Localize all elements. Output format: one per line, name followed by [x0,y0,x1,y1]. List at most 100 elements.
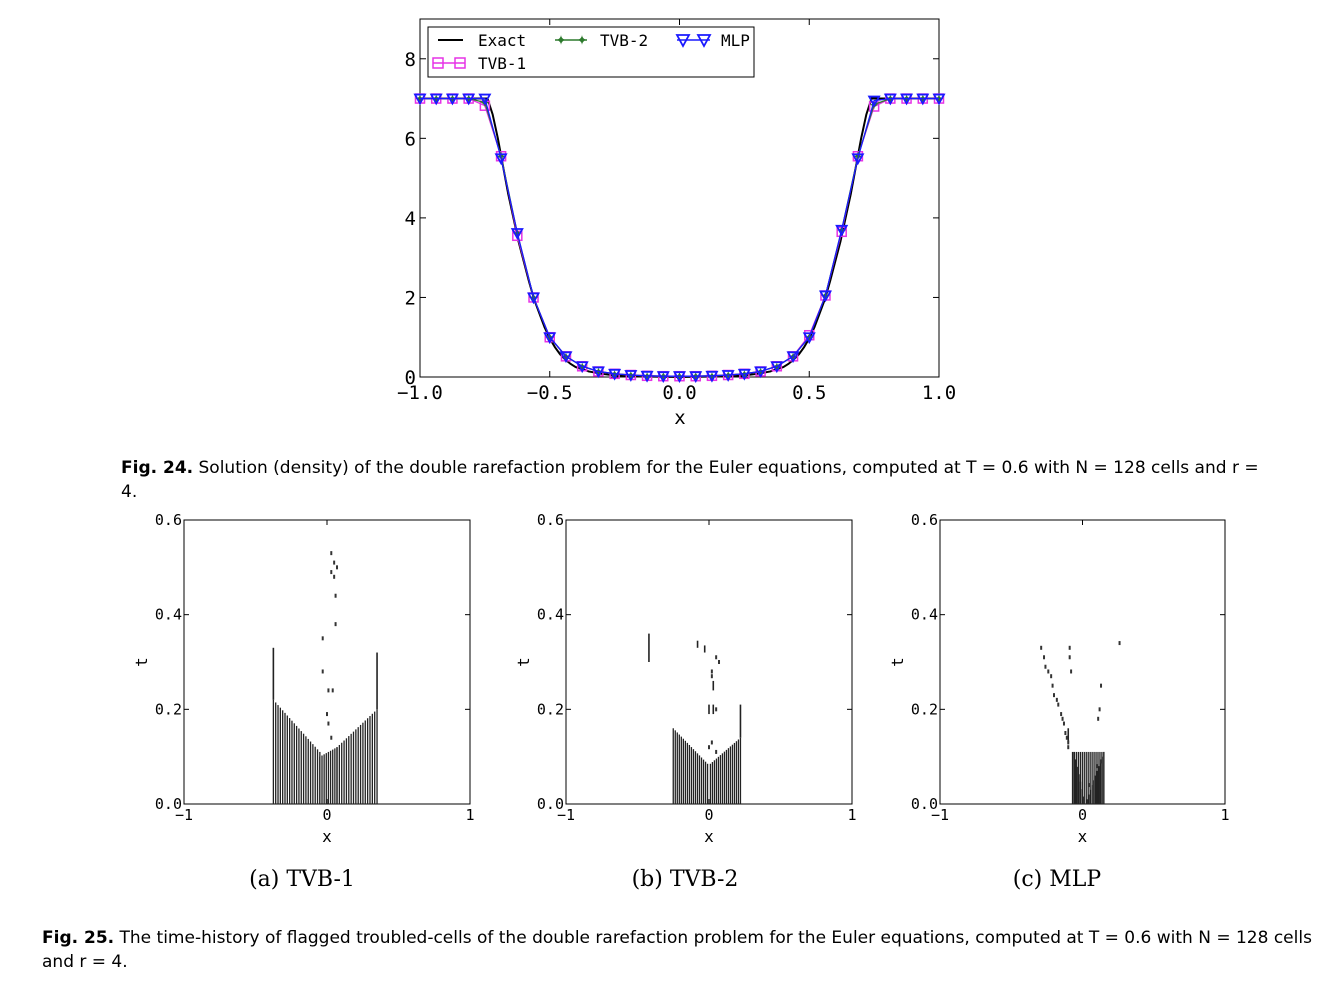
data-point-tvb2: ✦ [609,368,620,383]
data-point-tvb1 [479,100,491,111]
y-tick-label: 2 [405,287,416,309]
troubled-cell-point [334,593,337,598]
legend: Exact ✦ ✦ TVB-2 MLP TVB-1 [427,26,755,78]
troubled-cell-point [1060,712,1063,717]
data-point-mlp [689,371,703,384]
data-point-tvb2: ✦ [788,350,799,365]
data-point-tvb2: ✦ [577,360,588,375]
figure-25b-plot: −1 0 1 0.0 0.2 0.4 0.6 x t [514,511,857,846]
legend-exact: Exact [478,31,526,50]
data-point-tvb2: ✦ [642,370,653,385]
data-point-tvb2: ✦ [901,93,912,108]
troubled-cell-point [1047,669,1050,674]
data-point-mlp [802,332,816,345]
y-tick-label: 0.0 [911,795,938,813]
troubled-cell-point [710,740,713,745]
data-point-mlp [656,371,670,384]
troubled-cell-point [333,560,336,565]
troubled-cell-point [331,688,334,693]
data-point-tvb2: ✦ [885,93,896,108]
y-tick-label: 4 [405,208,416,230]
x-tick-label: 0.5 [792,382,826,404]
figure-25-caption: Fig. 25. The time-history of flagged tro… [42,926,1322,974]
troubled-cell-point [330,570,333,575]
data-point-mlp [867,95,881,108]
x-tick-label: 1.0 [922,382,956,404]
data-point-mlp [494,153,508,166]
y-tick-label: 0.2 [537,700,564,718]
troubled-cell-point [330,551,333,556]
data-point-mlp [559,351,573,364]
series-line-exact [420,97,939,379]
data-point-mlp [705,370,719,383]
data-point-mlp [413,93,427,106]
figure-25c-plot: −1 0 1 0.0 0.2 0.4 0.6 x t [888,511,1230,846]
y-tick-label: 0.6 [155,511,182,529]
data-point-tvb2: ✦ [690,370,701,385]
x-axis-label: x [322,827,332,846]
x-tick-label: 1 [847,806,856,824]
y-axis-label: t [514,657,533,667]
data-point-mlp [478,93,492,106]
y-tick-label: 6 [405,128,416,150]
data-point-tvb2: ✦ [625,369,636,384]
troubled-cell-point [1098,707,1101,712]
y-axis-label: t [888,657,907,667]
data-point-tvb2: ✦ [544,331,555,346]
troubled-cell-point [1100,683,1103,688]
y-tick-label: 0.6 [537,511,564,529]
x-tick-label: 0 [704,806,713,824]
data-point-mlp [640,370,654,383]
troubled-cell-point [334,622,337,627]
plot-frame [183,519,471,805]
troubled-cell-point [327,688,330,693]
y-axis-label: t [132,657,151,667]
troubled-cell-point [1067,745,1070,750]
data-point-tvb2: ✦ [561,350,572,365]
troubled-cell-point [708,745,710,750]
data-point-tvb2: ✦ [658,370,669,385]
data-point-tvb2: ✦ [415,93,426,108]
y-tick-label: 0.4 [155,606,182,624]
x-tick-label: −1 [557,806,575,824]
data-point-tvb2: ✦ [674,370,685,385]
troubled-cell-point [1050,674,1053,679]
series-line-mlp [420,97,939,377]
troubled-cell-point [326,712,328,717]
x-tick-label: −0.5 [527,382,573,404]
data-point-tvb2: ✦ [447,93,458,108]
x-axis-label: x [1078,827,1088,846]
troubled-cell-point [1070,669,1073,674]
data-point-mlp [608,368,622,381]
troubled-cell-point [1040,645,1043,650]
data-point-tvb2: ✦ [706,370,717,385]
data-point-mlp [721,370,735,382]
troubled-cell-point [1061,716,1064,721]
y-tick-label: 0.4 [537,606,564,624]
data-point-mlp [818,290,832,303]
data-point-mlp [883,93,897,106]
data-point-mlp [737,368,751,381]
data-point-tvb2: ✦ [755,365,766,380]
y-tick-label: 0.2 [911,700,938,718]
troubled-cell-point [1043,655,1046,660]
data-point-tvb2: ✦ [934,93,945,108]
data-point-mlp [445,93,459,106]
subcaption-a: (a) TVB-1 [249,867,355,892]
troubled-cell-point [1097,716,1100,721]
troubled-cell-point [327,721,330,726]
troubled-cell-point [1053,693,1055,698]
y-tick-label: 0 [405,367,416,389]
figure-25-caption-text: The time-history of flagged troubled-cel… [42,928,1312,972]
troubled-cell-point [330,735,333,740]
data-point-mlp [672,371,687,384]
legend-tvb2: TVB-2 [600,31,648,50]
figure-24-caption: Fig. 24. Solution (density) of the doubl… [121,456,1261,504]
troubled-cell-point [1065,735,1068,740]
troubled-cell-point [1067,740,1070,745]
data-point-mlp [575,361,589,374]
subcaption-c: (c) MLP [1012,867,1102,892]
troubled-cell-point [1064,731,1067,735]
data-point-mlp [770,361,784,374]
